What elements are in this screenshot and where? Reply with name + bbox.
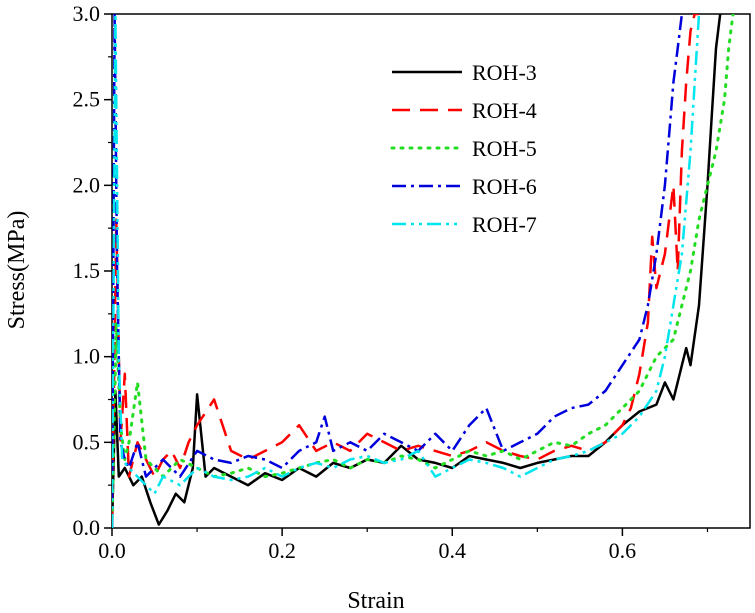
x-tick-label: 0.2 [268,538,296,563]
series-line-roh-6 [112,14,684,528]
legend-label-roh-7: ROH-7 [472,212,537,237]
x-axis-title: Strain [347,588,404,613]
y-tick-label: 1.5 [73,258,101,283]
x-axis-ticks: 0.0 0.2 0.4 0.6 [98,528,709,563]
x-tick-label: 0.4 [439,538,467,563]
legend-label-roh-6: ROH-6 [472,174,537,199]
y-tick-label: 1.0 [73,344,101,369]
series-line-roh-3 [112,14,722,528]
series-line-roh-5 [112,14,735,528]
legend-label-roh-5: ROH-5 [472,136,537,161]
y-tick-label: 0.5 [73,429,101,454]
y-tick-label: 0.0 [73,515,101,540]
y-tick-label: 3.0 [73,1,101,26]
y-axis-ticks: 0.0 0.5 1.0 1.5 2.0 2.5 3.0 [73,1,112,540]
x-tick-label: 0.6 [609,538,637,563]
series-line-roh-4 [112,14,699,528]
y-tick-label: 2.0 [73,172,101,197]
y-axis-title: Stress(MPa) [4,211,30,330]
legend-label-roh-4: ROH-4 [472,98,537,123]
series-line-roh-7 [112,14,701,528]
x-tick-label: 0.0 [98,538,126,563]
legend-label-roh-3: ROH-3 [472,60,537,85]
y-tick-label: 2.5 [73,87,101,112]
legend: ROH-3 ROH-4 ROH-5 ROH-6 ROH-7 [390,60,537,237]
series-layer [112,14,735,528]
